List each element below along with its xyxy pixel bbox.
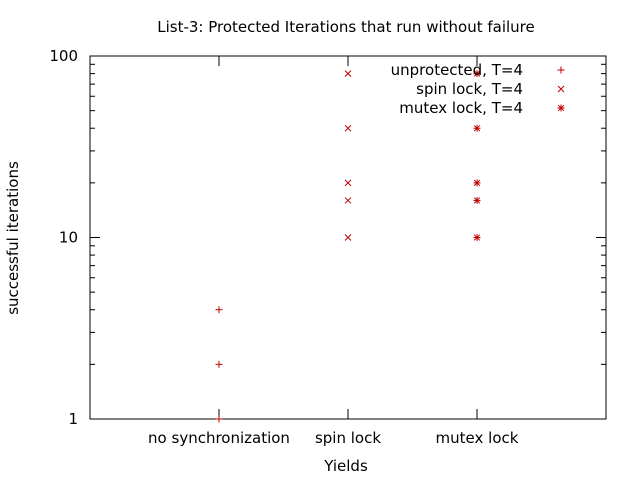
legend-label: unprotected, T=4 [391, 61, 523, 79]
data-point-star [473, 70, 481, 78]
data-point-x [344, 124, 352, 132]
data-point-x [344, 179, 352, 187]
data-point-star [473, 234, 481, 241]
data-point-star [473, 196, 481, 204]
axis-ticks [90, 55, 606, 420]
legend-marker-star [557, 104, 565, 112]
y-tick-labels: 1 10 100 [49, 47, 78, 428]
data-points [215, 70, 481, 423]
y-tick-label: 10 [59, 229, 78, 247]
data-point-plus [215, 415, 223, 423]
chart-title: List-3: Protected Iterations that run wi… [157, 18, 534, 36]
data-point-x [344, 197, 352, 204]
x-tick-label: mutex lock [436, 429, 519, 447]
legend-marker-plus [557, 66, 565, 74]
data-point-x [344, 234, 352, 241]
x-tick-label: no synchronization [148, 429, 290, 447]
legend-label: mutex lock, T=4 [399, 99, 523, 117]
legend-marker-x [557, 85, 565, 93]
x-axis-title: Yields [323, 457, 368, 475]
y-tick-label: 1 [68, 410, 78, 428]
data-point-star [473, 179, 481, 187]
y-axis-title: successful iterations [4, 161, 22, 315]
data-point-star [473, 124, 481, 132]
data-point-plus [215, 360, 223, 368]
data-point-x [344, 70, 352, 77]
x-tick-label: spin lock [315, 429, 381, 447]
data-point-plus [215, 306, 223, 314]
legend-label: spin lock, T=4 [416, 80, 523, 98]
x-tick-labels: no synchronization spin lock mutex lock [148, 429, 519, 447]
y-tick-label: 100 [49, 47, 78, 65]
